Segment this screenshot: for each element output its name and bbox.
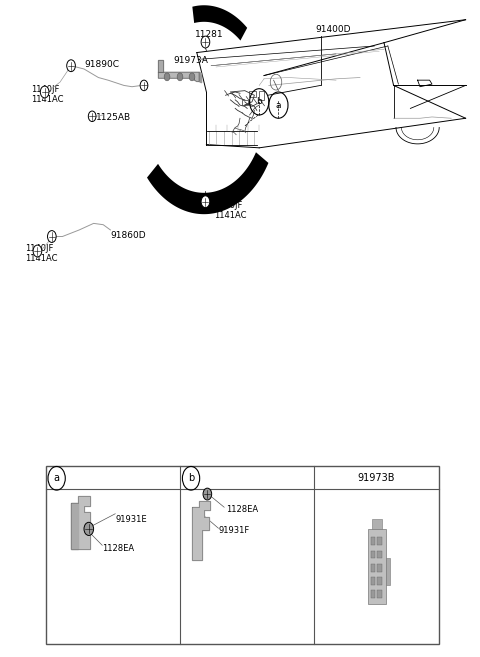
Polygon shape [147,152,268,214]
Bar [371,537,375,545]
Text: a: a [276,101,281,110]
Bar [249,91,256,97]
Circle shape [33,245,42,257]
Circle shape [48,231,56,242]
Text: 1140JF: 1140JF [25,244,53,253]
Circle shape [201,36,210,48]
Text: b: b [256,97,262,106]
Circle shape [140,80,148,91]
Circle shape [164,73,170,81]
Bar [371,590,375,598]
Circle shape [67,60,75,72]
Text: 1128EA: 1128EA [227,505,259,514]
Polygon shape [71,503,78,549]
Text: 91400D: 91400D [316,25,351,34]
Polygon shape [158,72,199,81]
Bar [377,551,382,558]
Text: 91931E: 91931E [115,514,147,524]
Text: b: b [188,473,194,484]
Circle shape [88,111,96,122]
Bar [259,91,264,100]
Bar [242,100,248,105]
Text: 1141AC: 1141AC [25,254,58,263]
Text: a: a [54,473,60,484]
Bar [371,551,375,558]
Text: 1141AC: 1141AC [31,95,64,104]
Text: 1140JF: 1140JF [31,85,60,94]
Text: 91973B: 91973B [357,472,395,483]
Circle shape [203,488,212,500]
Polygon shape [418,80,432,87]
Bar [377,564,382,572]
Bar [377,590,382,598]
Polygon shape [192,501,210,560]
Text: 91860D: 91860D [110,231,146,240]
Text: 11281: 11281 [194,30,223,39]
Bar [372,519,382,529]
Polygon shape [71,496,90,549]
Polygon shape [192,5,247,41]
Text: 91973A: 91973A [174,56,209,65]
Text: 1125AB: 1125AB [96,112,131,122]
Text: 1140JF: 1140JF [214,201,242,210]
Text: 1141AC: 1141AC [214,211,246,220]
Bar [377,537,382,545]
Text: 1128EA: 1128EA [102,544,134,553]
Polygon shape [199,72,202,83]
Polygon shape [158,60,163,72]
Bar [46,466,439,644]
Circle shape [84,522,94,535]
Circle shape [40,86,49,98]
Circle shape [189,73,195,81]
Bar [386,558,390,585]
Text: 91890C: 91890C [84,60,119,69]
Bar [368,529,386,604]
Bar [371,577,375,585]
Bar [377,577,382,585]
Circle shape [201,196,210,208]
Circle shape [177,73,183,81]
Text: 91931F: 91931F [218,526,250,535]
Bar [371,564,375,572]
